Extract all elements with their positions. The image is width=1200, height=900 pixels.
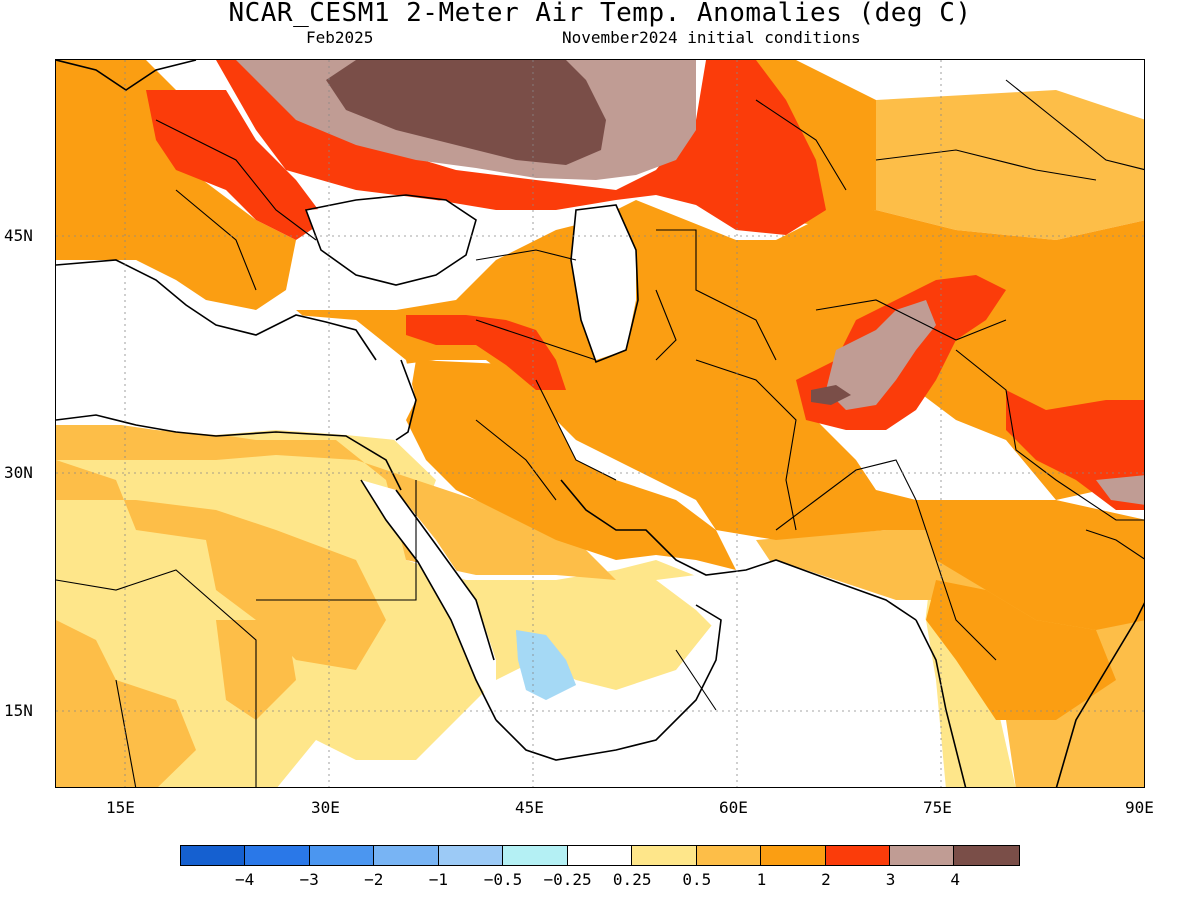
anomaly-region-1 bbox=[56, 460, 386, 670]
anomaly-map bbox=[55, 59, 1145, 788]
colorbar-swatch bbox=[632, 846, 697, 865]
colorbar-swatch bbox=[696, 846, 762, 865]
anomaly-region-2 bbox=[406, 360, 736, 570]
lat-label-30n: 30N bbox=[4, 463, 33, 482]
map-title: NCAR_CESM1 2-Meter Air Temp. Anomalies (… bbox=[228, 0, 972, 28]
anomaly-region-4 bbox=[1096, 475, 1144, 505]
anomaly-region-1 bbox=[56, 620, 196, 787]
colorbar-swatch bbox=[245, 846, 310, 865]
anomaly-region-2 bbox=[916, 500, 1144, 630]
lat-label-15n: 15N bbox=[4, 701, 33, 720]
colorbar-tick-label: 3 bbox=[885, 870, 896, 889]
red-sea bbox=[361, 480, 496, 710]
colorbar-swatch bbox=[825, 846, 890, 865]
caspian-sea bbox=[571, 205, 636, 360]
colorbar-tick-label: −1 bbox=[428, 870, 449, 889]
gridlines bbox=[56, 60, 1144, 787]
colorbar-tick-label: −4 bbox=[234, 870, 255, 889]
colorbar-swatch bbox=[761, 846, 826, 865]
initial-conditions: November2024 initial conditions bbox=[562, 28, 861, 47]
lon-label-15e: 15E bbox=[106, 798, 135, 817]
colorbar-swatch bbox=[503, 846, 568, 865]
colorbar-tick-label: 2 bbox=[821, 870, 831, 889]
anomaly-region-5 bbox=[326, 60, 606, 165]
anomaly-region-3 bbox=[216, 60, 826, 235]
anomaly-region-neg bbox=[516, 630, 576, 700]
colorbar-tick-label: 0.5 bbox=[682, 870, 712, 889]
colorbar-tick-label: 4 bbox=[950, 870, 961, 889]
map-canvas bbox=[56, 60, 1144, 787]
colorbar-tick-label: −0.5 bbox=[483, 870, 523, 889]
lon-label-30e: 30E bbox=[311, 798, 340, 817]
lon-label-45e: 45E bbox=[515, 798, 544, 817]
colorbar-swatch bbox=[889, 846, 955, 865]
borders bbox=[56, 79, 1144, 787]
colorbar-swatch bbox=[438, 846, 504, 865]
anomaly-region-2 bbox=[56, 60, 296, 310]
anomaly-region-5 bbox=[811, 385, 851, 405]
colorbar-swatch bbox=[374, 846, 439, 865]
colorbar-swatch bbox=[567, 846, 633, 865]
anomaly-region-3 bbox=[406, 315, 566, 390]
lat-label-45n: 45N bbox=[4, 226, 33, 245]
anomaly-region-neg bbox=[516, 630, 576, 700]
mediterranean-sea bbox=[56, 260, 416, 440]
anomaly-region-1 bbox=[56, 425, 616, 580]
anomaly-region-1 bbox=[836, 90, 1144, 240]
lon-label-90e: 90E bbox=[1125, 798, 1154, 817]
black-sea bbox=[306, 200, 476, 285]
anomaly-region-2 bbox=[926, 580, 1116, 720]
colorbar-tick-label: −0.25 bbox=[543, 870, 592, 889]
colorbar bbox=[180, 845, 1020, 866]
lon-label-75e: 75E bbox=[923, 798, 952, 817]
colorbar-tick-label: 1 bbox=[756, 870, 767, 889]
lon-label-60e: 60E bbox=[719, 798, 748, 817]
colorbar-tick-label: −3 bbox=[299, 870, 319, 889]
colorbar-swatch bbox=[309, 846, 375, 865]
colorbar-tick-label: 0.25 bbox=[612, 870, 652, 889]
colorbar-swatch bbox=[954, 846, 1019, 865]
anomaly-region-3 bbox=[146, 90, 326, 240]
colorbar-swatch bbox=[181, 846, 246, 865]
forecast-month: Feb2025 bbox=[306, 28, 374, 47]
arabian-sea bbox=[556, 560, 946, 787]
anomaly-region-4 bbox=[826, 300, 936, 410]
colorbar-tick-label: −2 bbox=[364, 870, 384, 889]
